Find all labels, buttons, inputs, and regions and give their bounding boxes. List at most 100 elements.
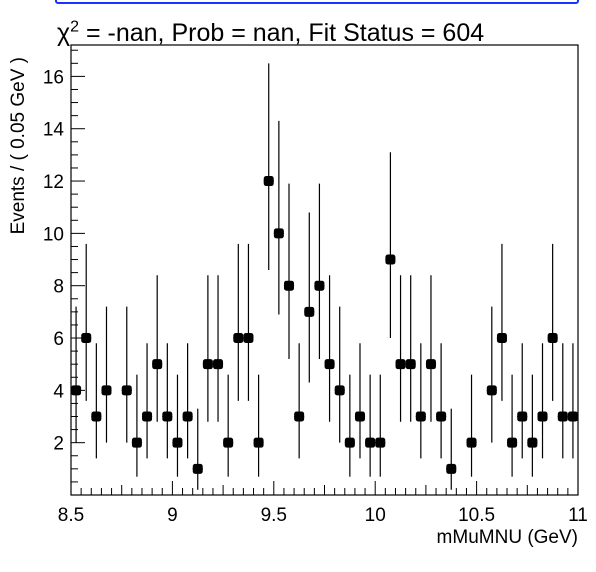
x-tick-label: 11	[568, 505, 588, 526]
data-point	[375, 374, 386, 477]
data-point	[486, 306, 497, 443]
canvas-top-border	[55, 0, 579, 4]
point-marker	[375, 437, 386, 448]
data-point	[557, 343, 568, 459]
data-point	[537, 343, 548, 459]
point-marker	[223, 437, 234, 448]
point-marker	[405, 359, 416, 370]
data-point	[425, 275, 437, 422]
point-marker	[547, 333, 558, 344]
y-tick-label: 6	[53, 329, 64, 350]
title-chi: χ	[57, 19, 71, 47]
data-point	[395, 275, 406, 422]
point-marker	[202, 359, 213, 370]
point-marker	[537, 411, 548, 422]
point-marker	[385, 254, 396, 265]
y-tick-label: 16	[43, 67, 64, 88]
y-tick-label: 14	[43, 120, 65, 141]
point-marker	[486, 385, 497, 396]
y-tick-label: 2	[53, 434, 64, 455]
point-marker	[273, 228, 284, 239]
point-marker	[415, 411, 426, 422]
data-point	[121, 306, 132, 443]
point-marker	[365, 437, 376, 448]
data-point	[527, 374, 538, 477]
data-point	[567, 343, 578, 459]
point-marker	[263, 176, 274, 187]
point-marker	[557, 411, 568, 422]
point-marker	[334, 385, 345, 396]
data-point	[314, 183, 325, 359]
point-marker	[81, 333, 92, 344]
point-marker	[395, 359, 406, 370]
data-point	[405, 275, 416, 422]
x-axis-label: mMuMNU (GeV)	[437, 527, 578, 548]
point-marker	[425, 359, 436, 370]
x-tick-label: 9	[167, 505, 178, 526]
point-marker	[162, 411, 173, 422]
data-point	[71, 306, 82, 443]
point-marker	[527, 437, 538, 448]
title-text: = -nan, Prob = nan, Fit Status = 604	[79, 19, 485, 47]
point-marker	[152, 359, 163, 370]
point-marker	[517, 411, 528, 422]
data-point	[354, 343, 366, 459]
point-marker	[354, 411, 365, 422]
point-marker	[233, 333, 244, 344]
x-tick-label: 8.5	[58, 505, 84, 526]
data-point	[334, 306, 345, 443]
data-point	[294, 343, 305, 459]
point-marker	[213, 359, 224, 370]
data-point	[223, 374, 234, 477]
data-point	[202, 275, 213, 422]
data-point	[324, 275, 335, 422]
data-point	[212, 275, 224, 422]
point-marker	[294, 411, 305, 422]
data-point	[141, 343, 153, 459]
data-point	[192, 408, 203, 490]
point-marker	[496, 333, 507, 344]
data-point	[162, 343, 173, 459]
axis-ticks: 8.5 9 9.5 10 10.5 11 2 4 6 8 10 12 14 16	[43, 49, 588, 526]
point-marker	[446, 463, 457, 474]
point-marker	[182, 411, 193, 422]
data-point	[273, 120, 284, 315]
title-superscript: 2	[70, 18, 80, 36]
point-marker	[71, 385, 82, 396]
y-tick-label: 8	[53, 277, 64, 298]
y-tick-label: 12	[43, 172, 64, 193]
point-marker	[314, 280, 325, 291]
point-marker	[142, 411, 153, 422]
point-marker	[284, 280, 295, 291]
x-tick-label: 9.5	[261, 505, 287, 526]
point-marker	[344, 437, 355, 448]
data-point	[344, 374, 355, 477]
data-point	[253, 374, 264, 477]
point-marker	[507, 437, 518, 448]
y-tick-label: 4	[53, 381, 64, 402]
data-point	[547, 243, 558, 401]
data-point	[365, 374, 376, 477]
data-point	[101, 306, 112, 443]
data-point	[466, 374, 477, 477]
point-marker	[172, 437, 183, 448]
data-point	[182, 343, 193, 459]
point-marker	[243, 333, 254, 344]
data-point	[304, 212, 315, 383]
point-marker	[304, 306, 315, 317]
data-point	[496, 243, 508, 401]
data-point	[283, 183, 295, 359]
x-tick-label: 10	[365, 505, 386, 526]
point-marker	[567, 411, 578, 422]
point-marker	[91, 411, 102, 422]
data-point	[446, 408, 457, 490]
point-marker	[253, 437, 264, 448]
point-marker	[436, 411, 447, 422]
point-marker	[192, 463, 203, 474]
data-point	[436, 343, 447, 459]
data-point	[233, 243, 244, 401]
y-tick-label: 10	[43, 224, 64, 245]
data-point	[517, 343, 528, 459]
chart-title: χ2 = -nan, Prob = nan, Fit Status = 604	[57, 19, 484, 48]
